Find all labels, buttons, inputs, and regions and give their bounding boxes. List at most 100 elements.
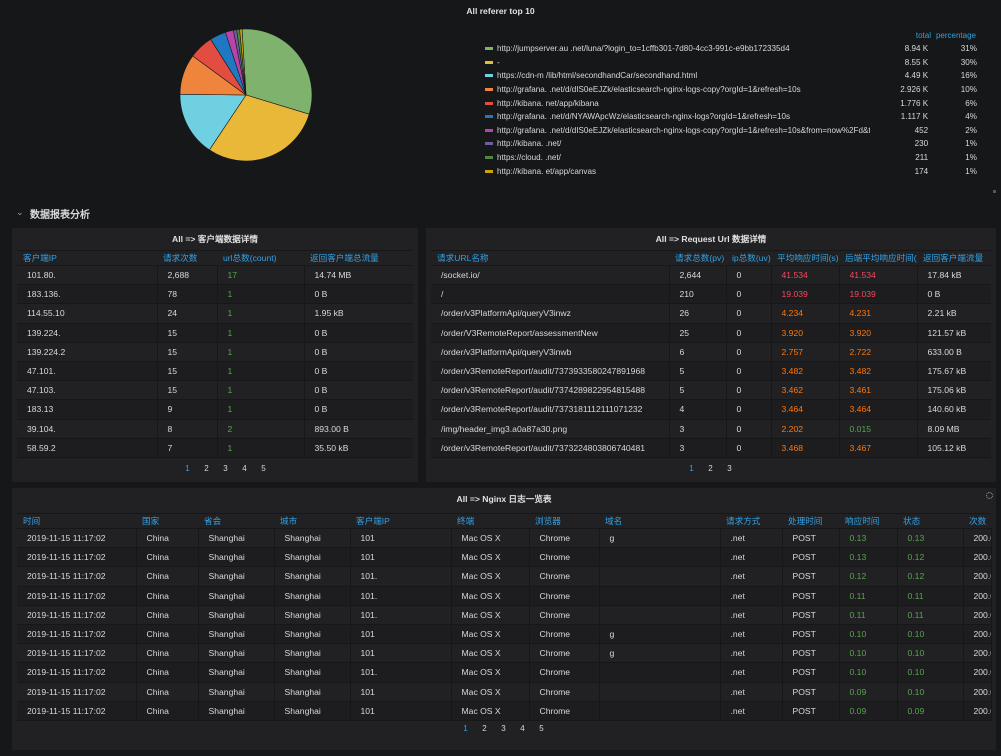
table-cell: 3.482 <box>839 361 918 382</box>
table-cell: 1 <box>217 284 305 305</box>
table-row: 101.80. 2,688 17 14.74 MB <box>17 265 413 286</box>
table-cell: 2019-11-15 11:17:02 <box>17 682 137 702</box>
legend-header-total[interactable]: total <box>915 31 931 40</box>
table-cell: POST <box>782 624 840 645</box>
table-row: 58.59.2 7 1 35.50 kB <box>17 438 413 458</box>
column-header[interactable]: 响应时间 <box>839 513 897 529</box>
section-collapse-chevron-icon[interactable]: ⌄ <box>16 207 24 217</box>
legend-item[interactable]: http://kibana. net/app/kibana 1.776 K 6% <box>485 96 977 110</box>
legend-item[interactable]: https://cloud. .net/211 1% <box>485 151 977 165</box>
table-cell: 101. <box>350 586 452 606</box>
column-header[interactable]: 平均响应时间(s) <box>771 250 839 266</box>
table-cell: 78 <box>157 284 218 305</box>
table-cell: 8 <box>157 419 218 439</box>
table-cell <box>599 662 721 683</box>
table-cell: 2.202 <box>771 419 840 439</box>
table-cell: 101. <box>350 566 452 587</box>
pie-slice[interactable] <box>179 93 247 151</box>
table-cell: 0.11 <box>897 586 964 606</box>
table-cell: 101 <box>350 643 452 664</box>
page-link[interactable]: 2 <box>708 464 713 473</box>
table-row: /order/v3RemoteReport/audit/737322480380… <box>431 438 991 458</box>
table-cell: 0.015 <box>839 419 918 439</box>
column-header[interactable]: 处理时间 <box>782 513 839 529</box>
column-header[interactable]: 时间 <box>17 513 136 529</box>
table-cell: 0 <box>726 303 772 324</box>
page-link[interactable]: 2 <box>204 464 209 473</box>
column-header[interactable]: 返回客户端总流量 <box>304 250 413 266</box>
page-link[interactable]: 3 <box>501 724 506 733</box>
page-link[interactable]: 1 <box>463 724 468 733</box>
section-title[interactable]: 数据报表分析 <box>30 210 90 221</box>
table-cell: 0 <box>726 284 772 305</box>
page-link[interactable]: 5 <box>539 724 544 733</box>
page-link[interactable]: 2 <box>482 724 487 733</box>
column-header[interactable]: 城市 <box>274 513 350 529</box>
table-cell: 633.00 B <box>917 342 991 362</box>
pie-slice[interactable] <box>208 94 310 162</box>
legend-label: http://kibana. et/app/canvas <box>497 166 596 176</box>
table-cell: 0 B <box>304 323 413 343</box>
legend-item[interactable]: http://grafana. .net/d/NYAWApcWz/elastic… <box>485 110 977 124</box>
column-header[interactable]: 客户端IP <box>350 513 451 529</box>
page-link[interactable]: 3 <box>727 464 732 473</box>
legend-item[interactable]: - 8.55 K 30% <box>485 56 977 70</box>
pie-slice[interactable] <box>241 28 313 115</box>
column-header[interactable]: 状态 <box>897 513 963 529</box>
table-cell: POST <box>782 682 840 702</box>
column-header[interactable]: ip总数(uv) <box>726 250 771 266</box>
url-table: 请求URL名称 请求总数(pv) ip总数(uv) 平均响应时间(s) 后端平均响应时间… <box>431 250 991 458</box>
column-header[interactable]: 终端 <box>451 513 529 529</box>
table-cell: 0 <box>726 361 772 382</box>
table-cell: 4.234 <box>771 303 840 324</box>
table-cell: 175.06 kB <box>917 380 991 401</box>
table-cell: 25 <box>669 323 727 343</box>
legend-item[interactable]: http://jumpserver.au .net/luna/?login_to… <box>485 42 977 56</box>
column-header[interactable]: 次数 <box>963 513 991 529</box>
page-link[interactable]: 5 <box>261 464 266 473</box>
table-cell: /order/V3RemoteReport/assessmentNew <box>431 323 670 343</box>
legend-scrollbar[interactable] <box>993 190 996 193</box>
column-header[interactable]: 返回客户端流量 <box>917 250 991 266</box>
table-cell: g <box>599 624 721 645</box>
legend-item[interactable]: http://grafana. .net/d/dIS0eEJZk/elastic… <box>485 83 977 97</box>
pie-slice[interactable] <box>239 28 247 96</box>
column-header[interactable]: 请求总数(pv) <box>669 250 726 266</box>
table-cell: 17 <box>217 265 305 286</box>
table-cell: 3.467 <box>839 438 918 458</box>
page-link[interactable]: 1 <box>185 464 190 473</box>
table-cell: 101. <box>350 662 452 683</box>
column-header[interactable]: 省会 <box>198 513 274 529</box>
page-link[interactable]: 3 <box>223 464 228 473</box>
legend-item[interactable]: https://cdn-m /lib/html/secondhandCar/se… <box>485 69 977 83</box>
table-row: 47.103. 15 1 0 B <box>17 380 413 401</box>
table-cell: 0.10 <box>839 624 898 645</box>
table-cell: .net <box>720 624 783 645</box>
legend-item[interactable]: http://kibana. et/app/canvas 174 1% <box>485 164 977 178</box>
table-cell: 1 <box>217 361 305 382</box>
table-cell: Mac OS X <box>451 701 530 721</box>
legend-header-percentage[interactable]: percentage <box>935 31 976 40</box>
table-cell: Chrome <box>529 662 600 683</box>
table-cell: 0 <box>726 380 772 401</box>
page-link[interactable]: 4 <box>242 464 247 473</box>
legend-item[interactable]: http://kibana. .net/230 1% <box>485 137 977 151</box>
legend-total: 174 <box>914 166 929 176</box>
column-header[interactable]: 请求次数 <box>157 250 217 266</box>
table-cell: 1 <box>217 380 305 401</box>
column-header[interactable]: 后端平均响应时间(s) <box>839 250 917 266</box>
column-header[interactable]: 国家 <box>136 513 198 529</box>
column-header[interactable]: 请求方式 <box>720 513 782 529</box>
column-header[interactable]: 浏览器 <box>529 513 599 529</box>
table-cell: China <box>136 643 199 664</box>
table-cell: Chrome <box>529 701 600 721</box>
page-link[interactable]: 4 <box>520 724 525 733</box>
column-header[interactable]: url总数(count) <box>217 250 304 266</box>
page-link[interactable]: 1 <box>689 464 694 473</box>
table-cell: 41.534 <box>839 265 918 286</box>
legend-item[interactable]: http://grafana. .net/d/dIS0eEJZk/elastic… <box>485 124 977 138</box>
table-cell: Shanghai <box>198 643 275 664</box>
column-header[interactable]: 请求URL名称 <box>431 250 669 266</box>
column-header[interactable]: 客户端IP <box>17 250 157 266</box>
column-header[interactable]: 域名 <box>599 513 720 529</box>
